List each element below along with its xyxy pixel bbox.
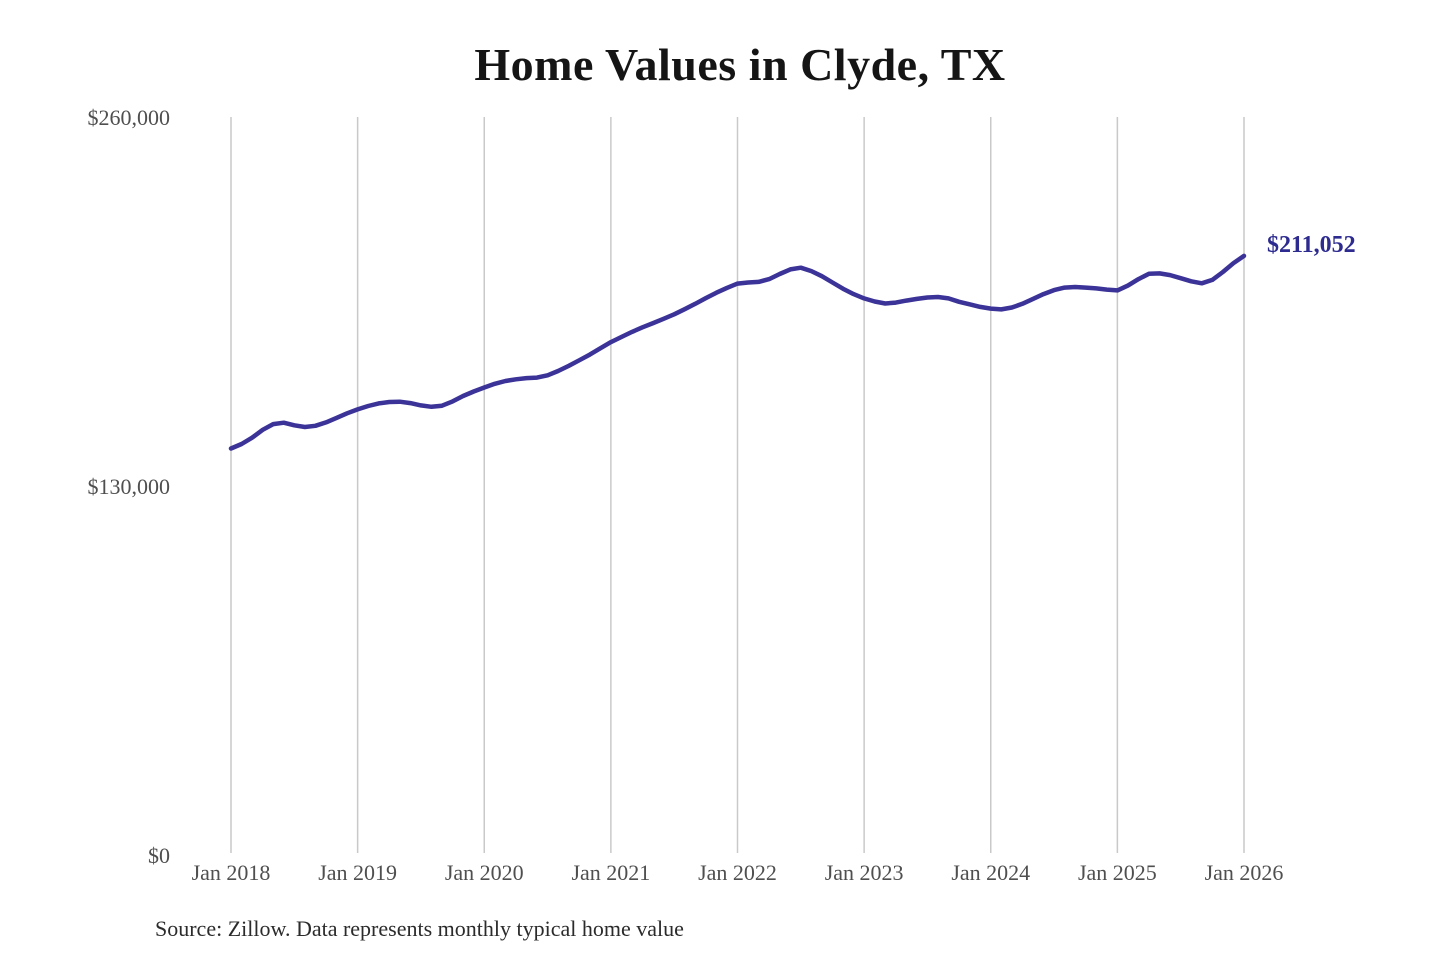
y-tick-label: $260,000 (88, 105, 171, 130)
x-tick-label: Jan 2024 (951, 860, 1030, 885)
x-tick-label: Jan 2026 (1205, 860, 1284, 885)
x-tick-label: Jan 2019 (318, 860, 397, 885)
page-title: Home Values in Clyde, TX (474, 39, 1006, 90)
y-tick-label: $0 (148, 843, 170, 868)
y-tick-label: $130,000 (88, 474, 171, 499)
end-value-label: $211,052 (1267, 231, 1356, 258)
x-tick-label: Jan 2021 (571, 860, 650, 885)
source-note: Source: Zillow. Data represents monthly … (155, 916, 684, 941)
home-value-line (228, 253, 1247, 451)
x-tick-label: Jan 2022 (698, 860, 777, 885)
x-tick-label: Jan 2023 (825, 860, 904, 885)
x-tick-label: Jan 2020 (445, 860, 524, 885)
x-tick-label: Jan 2018 (192, 860, 271, 885)
x-tick-label: Jan 2025 (1078, 860, 1157, 885)
